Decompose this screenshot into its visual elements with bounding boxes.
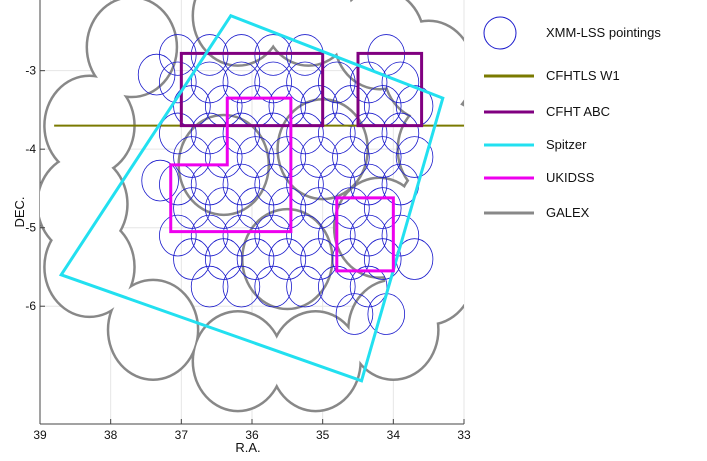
- y-tick-labels: -3 -4 -5 -6: [25, 64, 45, 313]
- galex-circle-fill: [243, 210, 332, 308]
- legend-symbol: [483, 16, 517, 50]
- xmm-pointing: [141, 159, 179, 202]
- xmm-pointing: [159, 214, 197, 257]
- spitzer-footprint: [58, 13, 445, 383]
- spitzer-polygon: [58, 13, 445, 383]
- x-tick-labels: 39 38 37 36 35 34 33: [33, 419, 471, 442]
- y-tick-label: -3: [25, 64, 36, 78]
- galex-circle-fill: [264, 0, 353, 65]
- legend-label: CFHT ABC: [546, 104, 610, 119]
- ukidss-polygon: [335, 196, 395, 273]
- xmm-pointing: [137, 53, 176, 96]
- legend-item-xmm: XMM-LSS pointings: [483, 16, 661, 50]
- xmm-pointing: [381, 61, 420, 104]
- xmm-pointing: [395, 136, 434, 178]
- galex-circle-fill: [88, 0, 176, 96]
- galex-circle-fill: [384, 21, 464, 120]
- xmm-pointing: [349, 214, 388, 257]
- legend-item-ukidss: UKIDSS: [484, 170, 595, 185]
- xmm-pointing: [349, 112, 388, 155]
- legend: XMM-LSS pointings CFHTLS W1 CFHT ABC Spitze…: [483, 16, 661, 220]
- xmm-pointing: [190, 61, 229, 104]
- xmm-pointing: [222, 61, 261, 104]
- legend-item-galex: GALEX: [484, 205, 590, 220]
- y-tick-label: -5: [25, 221, 36, 235]
- xmm-pointing: [349, 163, 388, 206]
- xmm-pointing: [286, 112, 324, 155]
- galex-circle-fill: [335, 179, 424, 277]
- legend-label: GALEX: [546, 205, 590, 220]
- xmm-pointing: [222, 265, 261, 308]
- ukidss-polygon: [169, 96, 293, 234]
- xmm-pointing: [159, 61, 197, 104]
- xmm-pointing: [286, 265, 324, 308]
- xmm-pointing: [349, 61, 388, 104]
- galex-circle-fill: [109, 281, 197, 379]
- x-tick-label: 38: [104, 428, 118, 442]
- y-tick-label: -4: [25, 142, 36, 156]
- y-tick-label: -6: [25, 299, 36, 313]
- xmm-pointing: [381, 112, 420, 155]
- xmm-pointing: [286, 163, 324, 206]
- xmm-pointing: [335, 293, 374, 335]
- xmm-pointing: [363, 238, 402, 280]
- legend-item-abc: CFHT ABC: [484, 104, 610, 119]
- xmm-pointing: [254, 214, 292, 257]
- legend-item-spitzer: Spitzer: [484, 137, 587, 152]
- galex-circle-fill: [40, 155, 127, 253]
- xmm-pointing: [190, 34, 229, 76]
- x-tick-label: 37: [175, 428, 189, 442]
- x-tick-label: 34: [387, 428, 401, 442]
- xmm-pointing: [254, 34, 292, 76]
- xmm-pointing: [190, 214, 229, 257]
- x-tick-label: 39: [33, 428, 47, 442]
- xmm-pointing: [286, 214, 324, 257]
- y-axis-label: DEC.: [12, 196, 27, 227]
- x-axis-label: R.A.: [235, 440, 260, 455]
- xmm-pointing: [222, 214, 261, 257]
- xmm-pointing: [159, 112, 197, 155]
- x-tick-label: 33: [457, 428, 471, 442]
- legend-item-cfhtls: CFHTLS W1: [484, 68, 620, 83]
- galex-circle-fill: [271, 312, 360, 410]
- xmm-pointing: [222, 112, 261, 155]
- xmm-pointing: [318, 112, 356, 155]
- galex-circle-fill: [194, 312, 282, 410]
- xmm-pointing: [159, 34, 197, 76]
- legend-label: Spitzer: [546, 137, 587, 152]
- xmm-pointing: [222, 163, 261, 206]
- legend-label: UKIDSS: [546, 170, 595, 185]
- xmm-pointing: [254, 265, 292, 308]
- x-tick-label: 35: [316, 428, 330, 442]
- xmm-pointing: [254, 61, 292, 104]
- xmm-pointing: [318, 61, 356, 104]
- xmm-pointing: [222, 34, 261, 76]
- ukidss-footprint: [169, 96, 395, 273]
- legend-label: XMM-LSS pointings: [546, 25, 661, 40]
- xmm-pointing: [190, 265, 229, 308]
- xmm-pointing: [381, 214, 420, 257]
- galex-circle-fill: [194, 0, 282, 65]
- legend-label: CFHTLS W1: [546, 68, 620, 83]
- x-tick-label: 36: [245, 428, 259, 442]
